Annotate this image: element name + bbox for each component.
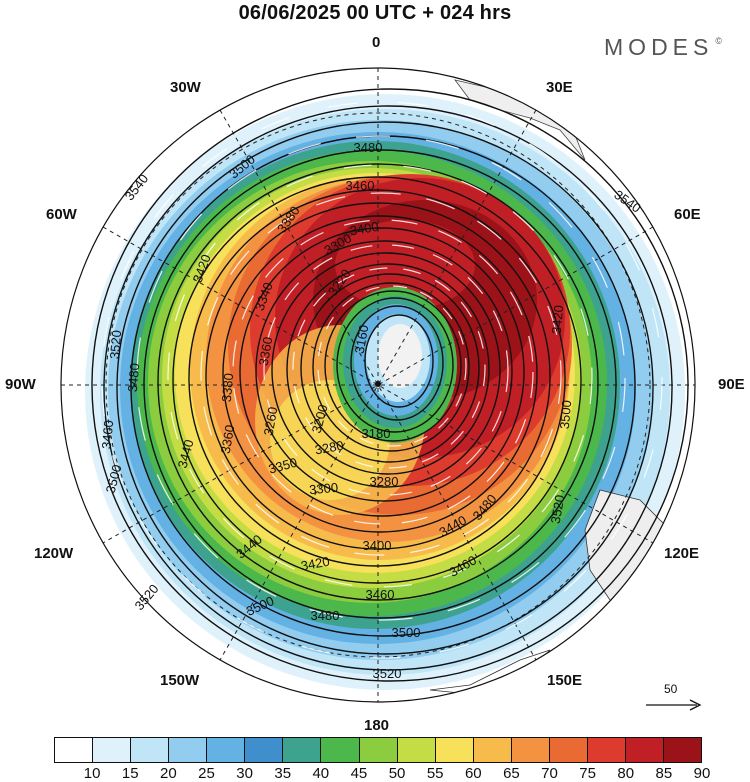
contour-label: 3160 — [352, 324, 372, 355]
colorbar-tick-label: 70 — [541, 765, 558, 782]
contour-label: 3400 — [363, 538, 392, 553]
contour-label: 3260 — [261, 406, 281, 437]
colorbar-cell — [93, 738, 132, 762]
forecast-title: 06/06/2025 00 UTC + 024 hrs — [238, 2, 512, 24]
contour-label-layer: 3540350034803460340033803300322034203340… — [99, 140, 644, 681]
contour-label: 3520 — [548, 494, 568, 525]
colorbar-tick-label: 90 — [693, 765, 711, 782]
contour-label: 3180 — [362, 426, 391, 441]
colorbar-tick-label: 60 — [464, 765, 482, 782]
lon-label-60w: 60W — [46, 206, 77, 223]
contour-label: 3440 — [175, 438, 197, 470]
contour-label: 3360 — [218, 424, 238, 455]
colorbar-cell — [245, 738, 284, 762]
contour-label: 3400 — [349, 219, 380, 239]
lon-label-90w: 90W — [5, 376, 36, 393]
contour-label: 3420 — [549, 305, 566, 335]
contour-label: 3480 — [311, 608, 340, 623]
height-contours — [91, 88, 689, 682]
graticule — [61, 68, 695, 702]
contour-label: 3200 — [309, 403, 331, 435]
contour-label: 3380 — [219, 373, 236, 403]
lon-label-30w: 30W — [170, 79, 201, 96]
colorbar-cell — [321, 738, 360, 762]
wind-speed-shading — [61, 68, 695, 702]
arrow-right-icon — [689, 699, 702, 711]
colorbar-tick-label: 10 — [83, 765, 101, 782]
contour-label: 3500 — [557, 400, 574, 430]
colorbar-ticks: 10 15 20 25 30 35 40 45 50 55 60 65 70 75 80 85 90 — [54, 765, 711, 782]
contour-label: 3480 — [125, 363, 142, 393]
colorbar-cell — [473, 738, 512, 762]
colorbar-tick-label: 40 — [312, 765, 330, 782]
contour-label: 3460 — [366, 587, 395, 602]
lon-label-150e: 150E — [547, 672, 583, 689]
contour-label: 3460 — [99, 420, 116, 450]
lon-label-60e: 60E — [674, 206, 701, 223]
colorbar-cell — [664, 738, 702, 762]
colorbar-cell — [169, 738, 208, 762]
contour-label: 3350 — [267, 455, 299, 477]
lon-label-120w: 120W — [34, 545, 74, 562]
colorbar-tick-label: 35 — [274, 765, 292, 782]
contour-label: 3500 — [392, 625, 421, 640]
colorbar-tick-label: 55 — [426, 765, 444, 782]
colorbar-cell — [549, 738, 588, 762]
wind-streamlines — [101, 101, 663, 659]
colorbar-cell — [435, 738, 474, 762]
lon-label-120e: 120E — [664, 545, 700, 562]
colorbar-cell — [625, 738, 664, 762]
contour-label: 3480 — [354, 140, 383, 155]
colorbar-tick-label: 25 — [198, 765, 215, 782]
contour-label: 3520 — [107, 330, 124, 360]
vector-scale-arrow — [646, 699, 702, 711]
colorbar-tick-label: 45 — [350, 765, 368, 782]
contour-label: 3460 — [346, 178, 375, 193]
lon-label-0: 0 — [372, 34, 381, 51]
colorbar-cell — [587, 738, 626, 762]
colorbar-cell — [359, 738, 398, 762]
contour-label: 3300 — [309, 480, 339, 497]
colorbar-cell — [511, 738, 550, 762]
pole-marker — [375, 381, 381, 387]
contour-label: 3500 — [103, 463, 125, 495]
colorbar-tick-label: 15 — [121, 765, 139, 782]
contour-label: 3280 — [314, 438, 345, 458]
contour-label: 3520 — [373, 666, 402, 681]
colorbar-cell — [131, 738, 170, 762]
lon-label-90e: 90E — [718, 376, 745, 393]
contour-label: 3420 — [300, 554, 331, 574]
colorbar-tick-label: 20 — [160, 765, 177, 782]
contour-label: 3360 — [256, 336, 276, 367]
colorbar-tick-label: 50 — [388, 765, 406, 782]
modes-logo: MODES © — [604, 34, 722, 60]
colorbar-tick-label: 75 — [579, 765, 596, 782]
colorbar-cell — [397, 738, 436, 762]
colorbar-cell — [55, 738, 94, 762]
colorbar-cell — [207, 738, 246, 762]
colorbar-tick-label: 65 — [503, 765, 520, 782]
contour-label: 3280 — [370, 474, 399, 489]
colorbar-tick-label: 30 — [236, 765, 253, 782]
vector-scale-label: 50 — [664, 682, 678, 696]
colorbar-tick-label: 80 — [617, 765, 635, 782]
colorbar-cell — [283, 738, 322, 762]
colorbar — [54, 737, 702, 763]
lon-label-180: 180 — [364, 717, 390, 734]
lon-label-30e: 30E — [546, 79, 573, 96]
map-boundary — [60, 67, 696, 703]
lon-label-150w: 150W — [160, 672, 200, 689]
colorbar-tick-label: 85 — [655, 765, 673, 782]
